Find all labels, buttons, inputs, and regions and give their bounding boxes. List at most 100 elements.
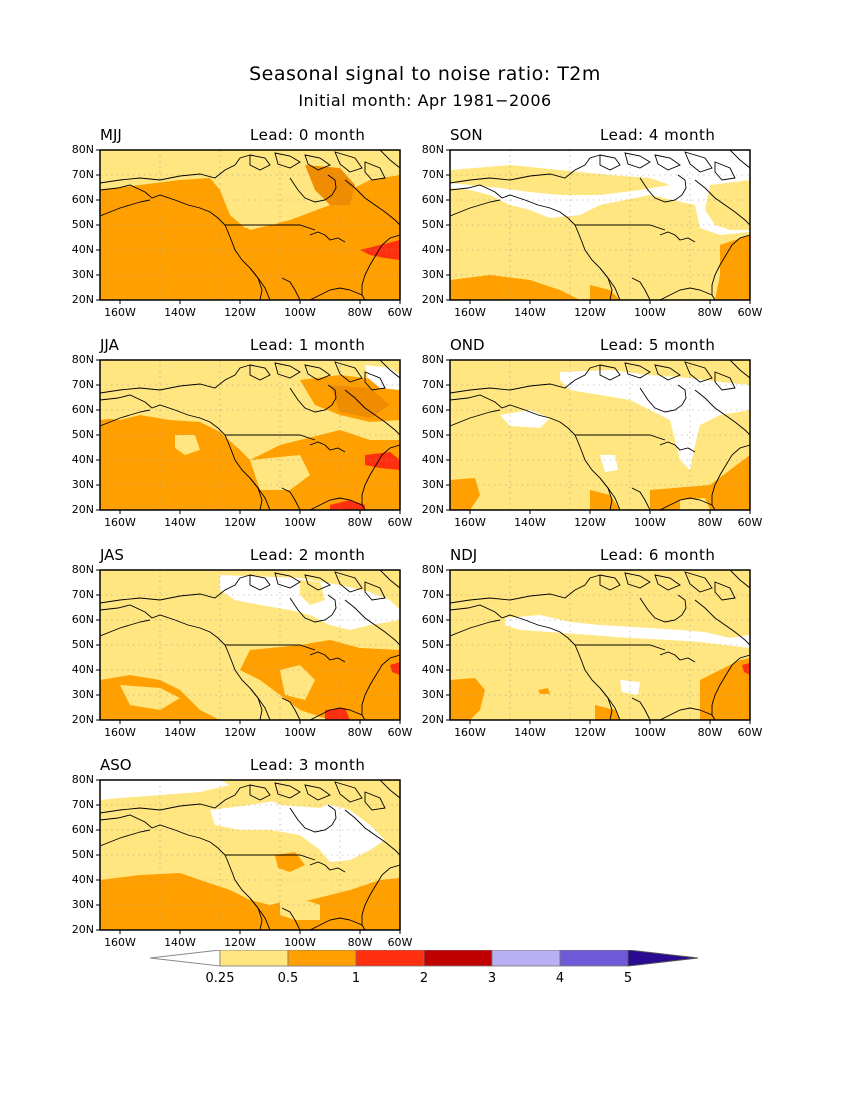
figure-title: Seasonal signal to noise ratio: T2m (249, 63, 601, 85)
map-canvas (96, 149, 401, 304)
lat-label: 30N (71, 268, 94, 281)
coastline (100, 364, 251, 394)
coastline (361, 444, 400, 510)
coastline (575, 224, 666, 231)
lon-label: 160W (454, 516, 486, 529)
shaded-region (100, 873, 400, 930)
map-panel-ond: OND Lead: 5 month 80N 70N 60N 50N 40N 30N 20N 160… (422, 336, 763, 529)
coastline (364, 581, 386, 601)
coastline (714, 161, 736, 181)
lon-label: 100W (634, 306, 666, 319)
lead-label: Lead: 2 month (250, 546, 366, 564)
shaded-region (450, 165, 670, 195)
coastline (249, 784, 271, 801)
coastline (304, 574, 331, 591)
coastline (344, 599, 400, 646)
coastline (304, 784, 331, 801)
lon-label: 120W (224, 936, 256, 949)
season-label: ASO (100, 756, 132, 774)
lon-label: 160W (104, 516, 136, 529)
lat-label: 30N (71, 898, 94, 911)
shaded-region (680, 498, 710, 510)
lon-label: 120W (574, 516, 606, 529)
shaded-region (100, 175, 400, 300)
coastline (289, 384, 337, 413)
coastline (100, 184, 271, 300)
coastline (364, 161, 386, 181)
coastline (100, 574, 251, 604)
coastline (684, 151, 713, 173)
lead-label: Lead: 6 month (600, 546, 716, 564)
coastline (379, 780, 400, 799)
lon-label: 80W (697, 516, 723, 529)
colorbar-tick-label: 4 (555, 971, 565, 986)
lat-label: 50N (71, 218, 94, 231)
lat-label: 80N (71, 563, 94, 576)
map-canvas (96, 569, 401, 724)
shaded-region (175, 435, 200, 455)
lat-label: 60N (71, 193, 94, 206)
coastline (344, 389, 400, 436)
coastline (654, 574, 681, 591)
coastline (361, 864, 400, 930)
lead-label: Lead: 4 month (600, 126, 716, 144)
colorbar-graphic (149, 949, 699, 967)
lat-label: 60N (71, 403, 94, 416)
lon-label: 100W (284, 726, 316, 739)
lat-label: 80N (421, 563, 444, 576)
lat-label: 20N (71, 503, 94, 516)
lon-label: 140W (514, 726, 546, 739)
coastline (624, 572, 651, 589)
coastline (450, 394, 621, 510)
shaded-region (280, 665, 315, 700)
lon-label: 60W (387, 306, 413, 319)
coastline (289, 174, 337, 203)
coastline (344, 809, 400, 856)
coastline (729, 570, 750, 589)
coastline (694, 599, 750, 646)
lon-label: 80W (347, 726, 373, 739)
lat-label: 70N (71, 168, 94, 181)
coastline (281, 907, 301, 930)
lon-label: 120W (574, 306, 606, 319)
lon-label: 60W (737, 306, 763, 319)
shaded-region (280, 898, 320, 920)
shaded-region (620, 680, 640, 695)
coastline (361, 654, 400, 720)
coastline (654, 154, 681, 171)
map-canvas (96, 359, 401, 514)
lead-label: Lead: 3 month (250, 756, 366, 774)
shaded-region (100, 405, 140, 420)
season-label: JJA (100, 336, 119, 354)
coastline (281, 697, 301, 720)
coastline (100, 394, 271, 510)
lon-label: 100W (634, 516, 666, 529)
season-label: JAS (100, 546, 124, 564)
shaded-region (650, 455, 750, 510)
coastline (599, 154, 621, 171)
coastline (249, 477, 263, 510)
coastline (304, 154, 331, 171)
lat-label: 20N (421, 713, 444, 726)
colorbar-tick-label: 3 (487, 971, 497, 986)
lon-label: 140W (164, 516, 196, 529)
coastline (624, 362, 651, 379)
coastline (575, 434, 666, 441)
map-panel-jja: JJA Lead: 1 month 80N 70N 60N 50N 40N 30N 20N 160… (72, 336, 413, 529)
season-label: SON (450, 126, 483, 144)
lon-label: 160W (454, 726, 486, 739)
coastline (344, 179, 400, 226)
coastline (334, 781, 363, 803)
coastline (599, 574, 621, 591)
coastline (450, 184, 621, 300)
coastline (309, 287, 363, 300)
shaded-region (450, 478, 480, 510)
coastline (289, 594, 337, 623)
map-panel-ndj: NDJ Lead: 6 month 80N 70N 60N 50N 40N 30N 20N 160… (422, 546, 763, 739)
coastline (729, 150, 750, 169)
coastline (599, 364, 621, 381)
coastline (309, 861, 346, 873)
lat-label: 80N (421, 143, 444, 156)
lat-label: 20N (71, 923, 94, 936)
lon-label: 60W (737, 726, 763, 739)
